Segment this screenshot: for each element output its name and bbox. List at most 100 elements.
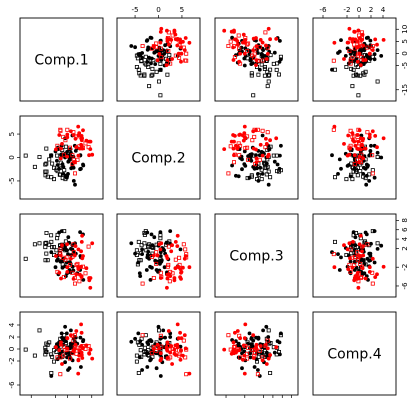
data-point — [158, 358, 163, 363]
data-point — [370, 54, 375, 59]
data-point — [47, 157, 52, 162]
data-point — [140, 247, 145, 252]
data-point — [256, 335, 261, 340]
tick-label: 0 — [400, 51, 409, 56]
data-point — [344, 65, 349, 70]
data-point — [278, 333, 283, 338]
data-point — [245, 42, 250, 47]
data-point — [173, 257, 178, 262]
data-point — [276, 349, 281, 354]
data-point — [362, 48, 367, 53]
data-point — [139, 354, 144, 359]
data-point — [179, 270, 183, 275]
data-point — [65, 336, 70, 341]
data-point — [58, 127, 63, 132]
data-point — [148, 264, 153, 269]
data-point — [275, 162, 280, 167]
data-point — [49, 153, 54, 158]
tick-label: 0 — [7, 155, 16, 160]
panels-layer: Comp.1Comp.2Comp.3Comp.4-15-50510-6-2246… — [7, 5, 409, 401]
data-point — [353, 37, 358, 42]
data-point — [353, 230, 358, 235]
data-point — [168, 229, 173, 234]
data-point — [266, 79, 271, 84]
data-point — [184, 255, 189, 260]
data-point — [348, 61, 353, 66]
tick-label: 2 — [261, 399, 266, 401]
data-point — [154, 69, 159, 74]
data-point — [79, 330, 84, 335]
data-point — [339, 166, 343, 171]
data-point — [157, 52, 162, 56]
data-point — [363, 262, 368, 267]
tick-label: 10 — [87, 399, 97, 401]
data-point — [251, 338, 256, 343]
data-point — [47, 340, 52, 345]
data-point — [349, 172, 354, 177]
data-point — [276, 72, 281, 77]
data-point — [158, 30, 163, 34]
data-point — [361, 165, 366, 170]
data-point — [275, 339, 280, 344]
data-point — [237, 333, 242, 338]
tick-label: 2 — [369, 5, 374, 14]
data-point — [360, 249, 364, 254]
data-point — [368, 251, 373, 256]
data-point — [142, 345, 147, 350]
data-point — [134, 53, 139, 58]
data-point — [346, 40, 351, 45]
data-point — [264, 142, 269, 146]
data-point — [237, 153, 242, 158]
data-point — [343, 54, 348, 58]
data-point — [52, 359, 57, 364]
data-point — [234, 350, 238, 355]
data-point — [332, 239, 337, 244]
data-point — [172, 278, 177, 283]
data-point — [65, 154, 69, 159]
data-point — [252, 134, 257, 139]
data-point — [262, 73, 267, 78]
panel-border — [19, 311, 104, 396]
data-point — [58, 372, 63, 377]
data-point — [233, 134, 237, 138]
data-point — [134, 248, 139, 253]
data-point — [71, 179, 76, 183]
data-point — [184, 51, 189, 56]
data-point — [44, 251, 49, 256]
data-point — [149, 36, 154, 40]
data-point — [268, 37, 272, 42]
data-point — [359, 36, 364, 41]
data-point — [167, 53, 172, 58]
data-point — [37, 328, 42, 333]
data-point — [154, 41, 159, 46]
data-point — [81, 128, 85, 133]
data-point — [265, 130, 270, 135]
data-point — [266, 356, 271, 361]
data-point — [355, 133, 360, 137]
data-point — [365, 165, 370, 169]
data-point — [69, 328, 73, 333]
tick-label: -6 — [319, 5, 327, 14]
panel-1-2 — [214, 115, 299, 200]
tick-label: 4 — [381, 5, 386, 14]
data-point — [249, 342, 254, 347]
data-point — [257, 45, 262, 50]
data-point — [260, 40, 265, 45]
data-point — [236, 33, 241, 38]
data-point — [58, 252, 63, 257]
data-point — [37, 241, 42, 246]
data-point — [265, 84, 270, 89]
data-point — [351, 73, 356, 78]
data-point — [70, 254, 75, 259]
tick-label: 5 — [180, 5, 185, 14]
data-point — [44, 146, 49, 151]
data-point — [230, 35, 235, 40]
data-point — [55, 232, 60, 237]
data-point — [49, 239, 54, 244]
data-point — [228, 144, 233, 149]
data-point — [238, 355, 243, 360]
data-point — [172, 29, 177, 34]
data-point — [175, 244, 180, 249]
data-point — [79, 322, 83, 327]
tick-label: 6 — [400, 227, 409, 232]
